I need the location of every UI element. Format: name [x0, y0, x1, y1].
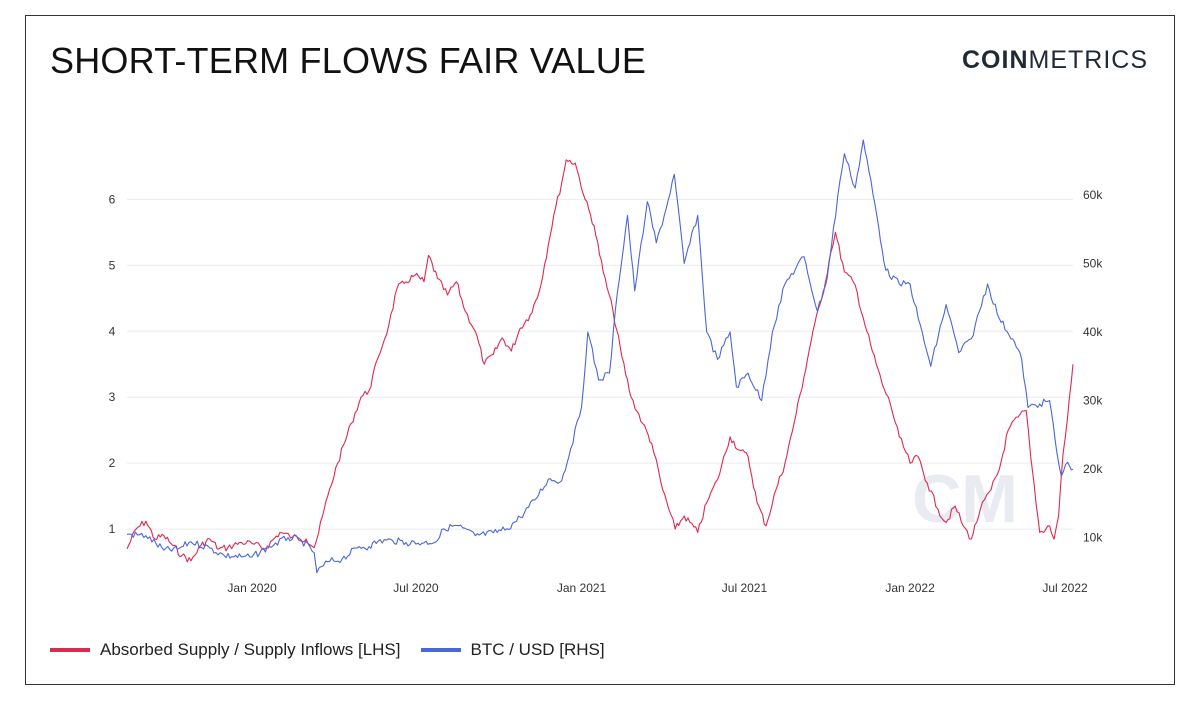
legend-swatch-lhs [50, 648, 90, 652]
y-right-tick-label: 30k [1083, 394, 1103, 408]
legend-label-lhs: Absorbed Supply / Supply Inflows [LHS] [100, 640, 401, 659]
legend-item-rhs[interactable]: BTC / USD [RHS] [420, 640, 605, 660]
y-right-tick-label: 10k [1083, 531, 1103, 545]
x-tick-label: Jan 2021 [557, 581, 607, 595]
y-left-tick-label: 2 [109, 456, 116, 470]
y-left-tick-label: 1 [109, 522, 116, 536]
y-right-tick-label: 20k [1083, 462, 1103, 476]
legend-swatch-rhs [420, 648, 461, 652]
y-right-tick-label: 60k [1083, 188, 1103, 202]
y-left-tick-label: 3 [109, 390, 116, 404]
legend-item-lhs[interactable]: Absorbed Supply / Supply Inflows [LHS] [50, 640, 401, 660]
brand-logo-bold: COIN [962, 46, 1029, 74]
chart-card: SHORT-TERM FLOWS FAIR VALUE COINMETRICS … [25, 15, 1175, 685]
series-line-lhs [126, 159, 1074, 563]
y-left-tick-label: 5 [109, 258, 116, 272]
x-tick-label: Jul 2020 [393, 581, 439, 595]
legend-label-rhs: BTC / USD [RHS] [470, 640, 605, 659]
y-left-tick-label: 6 [109, 192, 116, 206]
y-right-tick-label: 40k [1083, 325, 1103, 339]
y-right-tick-label: 50k [1083, 256, 1103, 270]
brand-logo: COINMETRICS [962, 46, 1148, 75]
series-line-rhs [126, 139, 1074, 574]
y-left-tick-label: 4 [109, 324, 116, 338]
x-tick-label: Jul 2022 [1042, 581, 1088, 595]
brand-logo-light: METRICS [1028, 46, 1148, 74]
page-title: SHORT-TERM FLOWS FAIR VALUE [50, 40, 647, 81]
x-tick-label: Jan 2020 [227, 581, 277, 595]
x-tick-label: Jul 2021 [722, 581, 768, 595]
watermark-logo: CM [912, 461, 1018, 537]
x-tick-label: Jan 2022 [885, 581, 935, 595]
chart-legend: Absorbed Supply / Supply Inflows [LHS] B… [50, 640, 625, 660]
